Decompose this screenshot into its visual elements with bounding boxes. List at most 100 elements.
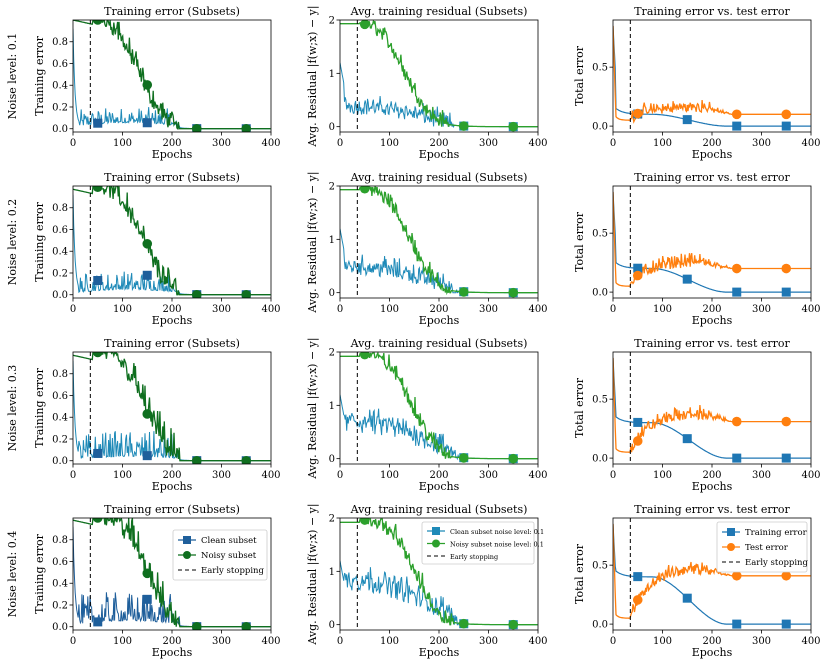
x-tick-label: 0 (70, 138, 76, 149)
training-error-marker (781, 287, 791, 297)
y-tick-label: 0.0 (52, 622, 68, 633)
noisy-subset-line (73, 352, 271, 462)
clean-subset-marker (93, 118, 103, 128)
noisy-subset-marker (92, 518, 103, 523)
y-tick-label: 0.0 (52, 290, 68, 301)
plot-area (613, 357, 811, 463)
plot-area (73, 352, 271, 464)
y-tick-label: 0.2 (52, 434, 68, 445)
chart-title: Training error (Subsets) (104, 503, 240, 516)
noisy-subset-marker (191, 123, 202, 132)
test-error-line (613, 523, 811, 619)
y-tick-label: 0.0 (592, 454, 608, 465)
y-tick-label: 0.8 (52, 369, 68, 380)
x-axis-label: Epochs (419, 646, 460, 659)
noisy-subset-line (73, 518, 271, 628)
training-error-marker (633, 417, 643, 427)
y-tick-label: 0.2 (52, 268, 68, 279)
panel-r3-c2: Avg. training residual (Subsets) Avg. Res… (306, 337, 548, 493)
training-error-marker (633, 263, 643, 273)
y-tick-label: 0.6 (52, 391, 68, 402)
noisy-residual-line (340, 20, 538, 128)
panel-r4-c3: Training error vs. test error Total error… (573, 503, 821, 659)
x-axis-label: Epochs (152, 646, 193, 659)
x-tick-label: 200 (429, 304, 448, 315)
plot-area (340, 186, 538, 298)
noisy-subset-marker (92, 20, 103, 25)
y-tick-label: 0.4 (52, 81, 68, 92)
x-tick-label: 400 (528, 138, 547, 149)
plot-area (73, 20, 271, 132)
noisy-subset-marker (92, 186, 103, 192)
y-tick-label: 0.0 (52, 124, 68, 135)
training-error-marker (732, 121, 742, 131)
y-tick-label: 0.6 (52, 59, 68, 70)
chart-title: Training error vs. test error (634, 503, 790, 516)
test-error-marker (781, 109, 792, 120)
y-axis-label: Avg. Residual |f(w;x) − y| (306, 337, 320, 479)
legend-label: Early stopping (745, 558, 809, 568)
noisy-subset-marker (191, 621, 202, 630)
y-axis-label: Avg. Residual |f(w;x) − y| (306, 503, 320, 645)
training-error-marker (682, 593, 692, 603)
clean-subset-marker (142, 451, 152, 461)
y-tick-label: 0.0 (592, 288, 608, 299)
x-tick-label: 200 (162, 304, 181, 315)
y-tick-label: 0.2 (52, 600, 68, 611)
test-error-marker (632, 108, 643, 119)
panel-r4-c2: Avg. training residual (Subsets) Avg. Res… (306, 503, 548, 659)
axes-frame (72, 185, 272, 299)
legend: Training error Test error Early stopping (716, 521, 809, 573)
clean-subset-marker (142, 118, 152, 128)
training-error-line (613, 25, 811, 127)
y-tick-label: 0 (329, 288, 335, 299)
clean-subset-marker (93, 617, 103, 627)
x-tick-label: 100 (380, 470, 399, 481)
noisy-subset-marker (142, 238, 153, 249)
y-tick-label: 1 (329, 401, 335, 412)
test-error-marker (781, 263, 792, 274)
test-error-marker (632, 595, 643, 605)
x-tick-label: 300 (212, 636, 231, 647)
x-tick-label: 0 (610, 138, 616, 149)
panel-r2-c3: Training error vs. test error Total error… (573, 171, 821, 327)
y-tick-label: 1 (329, 69, 335, 80)
y-tick-label: 1 (329, 567, 335, 578)
x-tick-label: 300 (479, 304, 498, 315)
x-tick-label: 400 (261, 304, 280, 315)
noisy-residual-line (340, 352, 538, 460)
x-tick-label: 200 (429, 138, 448, 149)
panel-r2-c1: Training error (Subsets) Training error Ep… (6, 171, 281, 327)
x-axis-label: Epochs (152, 480, 193, 493)
noisy-subset-marker (241, 621, 252, 630)
legend: Clean subset Noisy subset Early stopping (172, 529, 268, 581)
axes-frame (612, 19, 812, 133)
x-tick-label: 100 (380, 138, 399, 149)
y-tick-label: 0 (329, 454, 335, 465)
x-tick-label: 400 (528, 636, 547, 647)
x-tick-label: 300 (752, 304, 771, 315)
y-axis-label: Training error (33, 533, 46, 614)
x-axis-label: Epochs (152, 314, 193, 327)
chart-title: Training error (Subsets) (104, 337, 240, 350)
x-tick-label: 200 (702, 138, 721, 149)
x-axis-label: Epochs (419, 314, 460, 327)
y-tick-label: 0.4 (52, 579, 68, 590)
noisy-subset-marker (142, 80, 153, 90)
x-tick-label: 400 (801, 470, 820, 481)
test-error-marker (731, 263, 742, 274)
y-tick-label: 0.2 (52, 102, 68, 113)
panel-r1-c2: Avg. training residual (Subsets) Avg. Res… (306, 5, 548, 161)
noisy-residual-marker (359, 186, 370, 194)
y-tick-label: 2 (329, 16, 335, 27)
x-tick-label: 0 (70, 304, 76, 315)
y-tick-label: 0.5 (592, 63, 608, 74)
legend-label: Noisy subset (201, 551, 257, 561)
noisy-residual-line (340, 186, 538, 296)
y-tick-label: 0.0 (52, 456, 68, 467)
x-tick-label: 0 (337, 636, 343, 647)
noisy-residual-marker (508, 287, 519, 298)
training-error-marker (682, 274, 692, 284)
x-tick-label: 0 (610, 470, 616, 481)
